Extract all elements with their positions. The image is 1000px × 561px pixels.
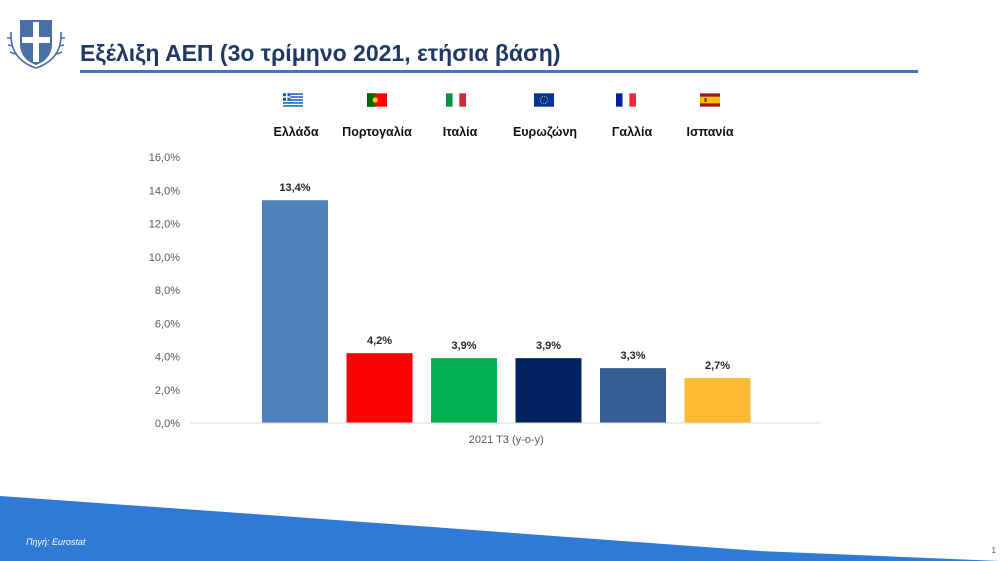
- y-axis: 0,0% 2,0% 4,0% 6,0% 8,0% 10,0% 12,0% 14,0% 16,0%: [149, 152, 180, 430]
- italy-flag-icon: [446, 93, 466, 107]
- country-label-italy: Ιταλία: [442, 125, 478, 139]
- gdp-bar-chart: 0,0% 2,0% 4,0% 6,0% 8,0% 10,0% 12,0% 14,0% 16,0%…: [149, 152, 820, 446]
- france-flag-icon: [616, 93, 636, 107]
- footer-band: [0, 496, 1000, 561]
- bar: [431, 358, 497, 423]
- bar-data-label: 13,4%: [279, 182, 310, 194]
- portugal-flag-icon: [367, 93, 387, 107]
- bar-data-label: 3,9%: [451, 340, 476, 352]
- country-label-spain: Ισπανία: [686, 125, 734, 139]
- y-tick-label: 10,0%: [149, 252, 180, 264]
- y-tick-label: 6,0%: [155, 318, 180, 330]
- page-number: 1: [991, 546, 996, 555]
- bar: [346, 353, 413, 423]
- bar-data-label: 3,3%: [620, 350, 645, 362]
- y-tick-label: 0,0%: [155, 418, 180, 430]
- y-tick-label: 16,0%: [149, 152, 180, 164]
- country-label-france: Γαλλία: [611, 125, 653, 139]
- source-note: Πηγή: Eurostat: [26, 537, 86, 547]
- country-label-eurozone: Ευρωζώνη: [512, 125, 578, 139]
- bar: [600, 368, 666, 423]
- y-tick-label: 14,0%: [149, 185, 180, 197]
- y-tick-label: 2,0%: [155, 385, 180, 397]
- country-label-portugal: Πορτογαλία: [342, 125, 412, 139]
- eu-flag-icon: [534, 93, 554, 107]
- y-tick-label: 12,0%: [149, 219, 180, 231]
- bar: [262, 200, 328, 423]
- bar: [515, 358, 582, 423]
- country-label-greece: Ελλάδα: [273, 125, 319, 139]
- bar-data-label: 3,9%: [536, 340, 561, 352]
- y-tick-label: 4,0%: [155, 352, 180, 364]
- flag-row: [0, 92, 1000, 112]
- bar-data-labels: 13,4% 4,2% 3,9% 3,9% 3,3% 2,7%: [279, 182, 730, 372]
- title-underline: [80, 70, 918, 73]
- spain-flag-icon: [700, 93, 720, 107]
- bars: [262, 200, 751, 423]
- y-tick-label: 8,0%: [155, 285, 180, 297]
- bar: [684, 378, 751, 423]
- page-title: Εξέλιξη ΑΕΠ (3ο τρίμηνο 2021, ετήσια βάσ…: [80, 40, 561, 66]
- coat-of-arms-logo: [7, 20, 65, 69]
- bar-data-label: 2,7%: [705, 360, 730, 372]
- x-axis-label: 2021 T3 (y-o-y): [469, 434, 544, 446]
- bar-data-label: 4,2%: [367, 335, 392, 347]
- greece-flag-icon: [283, 93, 303, 107]
